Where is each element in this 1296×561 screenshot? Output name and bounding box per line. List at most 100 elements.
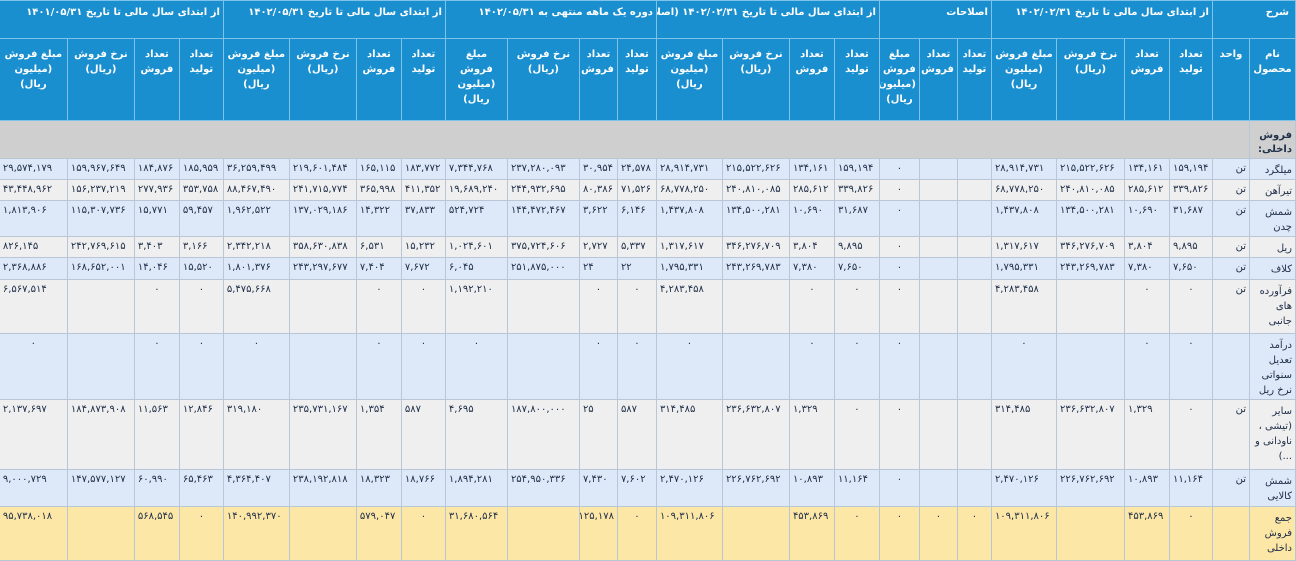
value-cell: ۳۳۹,۸۲۶ <box>833 179 880 201</box>
value-cell: ۷,۴۳۰ <box>578 469 618 507</box>
value-cell <box>956 158 992 180</box>
product-name: تیرآهن <box>1249 179 1296 201</box>
column-header: نرخ فروش (ریال) <box>721 38 790 121</box>
column-header: تعداد فروش <box>1123 38 1170 121</box>
table-row: ریل تن ۹,۸۹۵ ۳,۸۰۴ ۳۴۶,۲۷۶,۷۰۹ ۱,۳۱۷,۶۱۷ ۰ ۹,۸۹… <box>0 236 1296 258</box>
value-cell: ۱۲,۸۴۶ <box>178 399 224 470</box>
column-header: تعداد تولید <box>1168 38 1213 121</box>
column-header: مبلغ فروش (میلیون ریال) <box>655 38 723 121</box>
unit <box>1211 506 1251 561</box>
value-cell: ۱۴۷,۵۷۷,۱۲۷ <box>66 469 135 507</box>
value-cell <box>66 333 135 400</box>
value-cell: ۳۷,۸۳۳ <box>400 200 446 237</box>
value-cell <box>1055 333 1125 400</box>
value-cell: ۳۶۵,۹۹۸ <box>355 179 402 201</box>
unit: تن <box>1211 399 1251 470</box>
value-cell: ۱,۷۹۵,۳۳۱ <box>990 257 1057 280</box>
value-cell: ۰ <box>178 279 224 334</box>
value-cell: ۳۳۹,۸۲۶ <box>1168 179 1213 201</box>
value-cell: ۰ <box>616 506 657 561</box>
value-cell <box>288 506 357 561</box>
value-cell <box>956 200 992 237</box>
value-cell: ۹,۸۹۵ <box>833 236 880 258</box>
value-cell: ۰ <box>990 333 1057 400</box>
value-cell: ۰ <box>878 158 920 180</box>
value-cell: ۱۳۴,۵۰۰,۲۸۱ <box>1055 200 1125 237</box>
value-cell: ۵۶۸,۵۴۵ <box>133 506 180 561</box>
value-cell: ۶,۵۳۱ <box>355 236 402 258</box>
product-name: جمع فروش داخلی <box>1249 506 1296 561</box>
value-cell: ۱,۳۲۹ <box>788 399 835 470</box>
value-cell <box>506 506 580 561</box>
value-cell: ۶۸,۷۷۸,۲۵۰ <box>655 179 723 201</box>
unit: تن <box>1211 200 1251 237</box>
value-cell: ۱۰,۶۹۰ <box>1123 200 1170 237</box>
value-cell: ۵۸۷ <box>400 399 446 470</box>
product-name: میلگرد <box>1249 158 1296 180</box>
value-cell: ۰ <box>0 333 68 400</box>
value-cell: ۰ <box>222 333 290 400</box>
value-cell: ۳۰,۹۵۴ <box>578 158 618 180</box>
value-cell <box>66 279 135 334</box>
value-cell <box>506 333 580 400</box>
value-cell: ۶۸,۷۷۸,۲۵۰ <box>990 179 1057 201</box>
value-cell: ۳۱,۶۸۰,۵۶۴ <box>444 506 508 561</box>
value-cell: ۷,۳۴۴,۷۶۸ <box>444 158 508 180</box>
column-header: تعداد فروش <box>578 38 618 121</box>
table-row: تیرآهن تن ۳۳۹,۸۲۶ ۲۸۵,۶۱۲ ۲۴۰,۸۱۰,۰۸۵ ۶۸,۷۷۸,… <box>0 179 1296 201</box>
value-cell: ۱۱,۱۶۴ <box>833 469 880 507</box>
value-cell: ۱۸۷,۸۰۰,۰۰۰ <box>506 399 580 470</box>
value-cell: ۷,۴۰۴ <box>355 257 402 280</box>
column-header: تعداد تولید <box>616 38 657 121</box>
value-cell: ۱,۸۰۱,۳۷۶ <box>222 257 290 280</box>
product-name: فرآورده های جانبی <box>1249 279 1296 334</box>
group-header: شرح <box>1211 0 1296 39</box>
value-cell: ۰ <box>1168 333 1213 400</box>
value-cell: ۵۸۷ <box>616 399 657 470</box>
value-cell: ۱,۳۱۷,۶۱۷ <box>655 236 723 258</box>
value-cell: ۶۰,۹۹۰ <box>133 469 180 507</box>
value-cell: ۰ <box>400 506 446 561</box>
product-name: ریل <box>1249 236 1296 258</box>
value-cell <box>918 399 958 470</box>
group-header: از ابتدای سال مالی تا تاریخ ۱۴۰۲/۰۲/۳۱ <box>990 0 1213 39</box>
value-cell: ۴۳,۴۴۸,۹۶۲ <box>0 179 68 201</box>
value-cell: ۶,۱۴۶ <box>616 200 657 237</box>
value-cell <box>66 506 135 561</box>
value-cell: ۰ <box>1168 279 1213 334</box>
value-cell: ۲۵۱,۸۷۵,۰۰۰ <box>506 257 580 280</box>
product-name: درآمد تعدیل سنواتی نرخ ریل <box>1249 333 1296 400</box>
value-cell: ۳۱,۶۸۷ <box>1168 200 1213 237</box>
value-cell: ۶۵,۴۶۳ <box>178 469 224 507</box>
value-cell: ۰ <box>956 506 992 561</box>
value-cell: ۱۸۴,۸۷۳,۹۰۸ <box>66 399 135 470</box>
value-cell: ۱۰,۶۹۰ <box>788 200 835 237</box>
value-cell: ۳۴۶,۲۷۶,۷۰۹ <box>721 236 790 258</box>
value-cell: ۲۴,۵۷۸ <box>616 158 657 180</box>
column-header: تعداد فروش <box>355 38 402 121</box>
value-cell: ۰ <box>1168 506 1213 561</box>
value-cell <box>1055 506 1125 561</box>
value-cell: ۱۰,۸۹۳ <box>788 469 835 507</box>
value-cell: ۳,۸۰۴ <box>788 236 835 258</box>
value-cell: ۲۲۶,۷۶۲,۶۹۲ <box>721 469 790 507</box>
column-header: مبلغ فروش (میلیون ریال) <box>990 38 1057 121</box>
value-cell: ۵,۳۳۷ <box>616 236 657 258</box>
value-cell: ۲۴۳,۲۹۷,۶۷۷ <box>288 257 357 280</box>
table-row: جمع فروش داخلی ۰ ۴۵۳,۸۶۹ ۱۰۹,۳۱۱,۸۰۶ ۰ ۰ ۰ ۰ ۴۵۳… <box>0 506 1296 561</box>
value-cell: ۱۵,۵۲۰ <box>178 257 224 280</box>
value-cell: ۱,۴۳۷,۸۰۸ <box>655 200 723 237</box>
value-cell: ۰ <box>833 399 880 470</box>
group-header: از ابتدای سال مالی تا تاریخ ۱۴۰۲/۰۵/۳۱ <box>222 0 446 39</box>
value-cell: ۱۵۹,۱۹۴ <box>833 158 880 180</box>
value-cell <box>721 279 790 334</box>
value-cell <box>721 506 790 561</box>
column-header: نرخ فروش (ریال) <box>288 38 357 121</box>
value-cell: ۰ <box>833 333 880 400</box>
value-cell: ۲۴۱,۷۱۵,۷۷۴ <box>288 179 357 201</box>
section-row: فروش داخلی: <box>0 120 1296 159</box>
value-cell: ۳,۸۰۴ <box>1123 236 1170 258</box>
value-cell: ۲۳۸,۱۹۲,۸۱۸ <box>288 469 357 507</box>
section-label: فروش داخلی: <box>1249 120 1296 159</box>
value-cell <box>288 279 357 334</box>
